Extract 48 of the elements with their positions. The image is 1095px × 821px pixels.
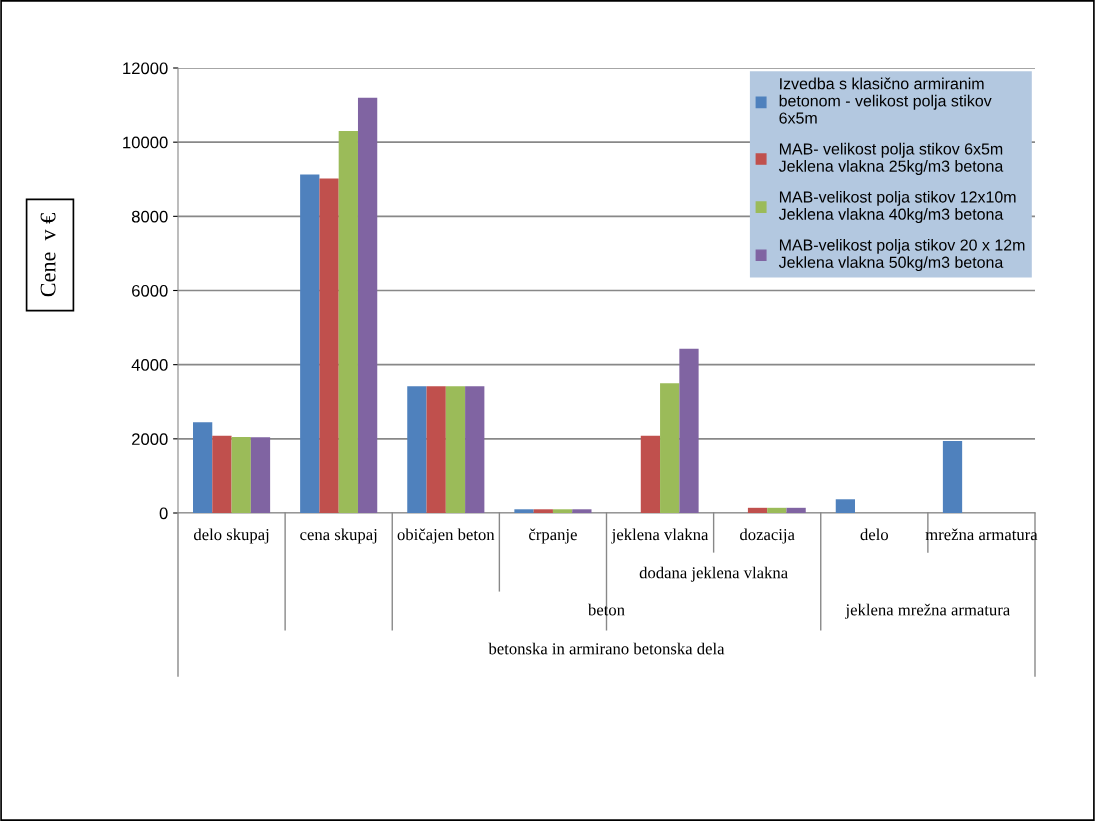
bar: [835, 499, 856, 513]
bar: [300, 174, 320, 513]
bar: [640, 435, 661, 513]
y-tick-label: 0: [159, 507, 168, 520]
bar: [193, 422, 213, 513]
bar: [426, 386, 446, 513]
x-tick-label: dozacija: [740, 528, 795, 544]
legend-label: MAB-velikost polja stikov 12x10m Jeklena vlakna 40kg/m3 betona: [778, 190, 1016, 224]
bar: [357, 97, 378, 513]
text: dodana jeklena vlakna: [639, 566, 788, 582]
bar: [747, 507, 768, 513]
bar: [572, 509, 592, 513]
text: jeklena mrežna armatura: [845, 603, 1010, 619]
bar: [407, 386, 427, 513]
bar: [942, 441, 963, 513]
bar: [660, 383, 680, 513]
y-tick-label: 8000: [131, 210, 168, 223]
bar: [786, 507, 806, 513]
x-tick-label: delo: [860, 528, 889, 541]
legend-label: Izvedba s klasično armiranim betonom - velikost polja stikov 6x5m: [779, 77, 992, 124]
legend-label: MAB- velikost polja stikov 6x5m Jeklena vlakna 25kg/m3 betona: [778, 142, 1004, 175]
bar: [445, 386, 466, 513]
y-tick-label: 10000: [123, 136, 168, 149]
bar: [767, 507, 787, 513]
x-tick-label: cena skupaj: [300, 528, 377, 544]
y-axis-title: Cene v €: [40, 213, 56, 297]
y-tick-label: 2000: [132, 433, 168, 446]
x-tick-label: delo skupaj: [193, 528, 269, 544]
bar: [338, 131, 358, 513]
bar: [514, 509, 534, 513]
x-tick-label: mrežna armatura: [925, 528, 1038, 541]
bar: [319, 178, 339, 513]
y-tick-label: 6000: [132, 284, 168, 297]
text: beton: [587, 603, 625, 616]
bar: [679, 348, 699, 513]
bar: [552, 509, 573, 513]
bar: [533, 509, 553, 513]
bar: [250, 437, 271, 513]
x-tick-label: črpanje: [529, 528, 577, 544]
y-tick-label: 4000: [131, 359, 168, 371]
text: betonska in armirano betonska dela: [488, 642, 725, 655]
legend-label: MAB-velikost polja stikov 20 x 12m Jeklena vlakna 50kg/m3 betona: [778, 238, 1025, 272]
x-tick-label: običajen beton: [397, 528, 495, 544]
bar: [212, 435, 232, 513]
bar: [465, 386, 485, 513]
bar: [231, 436, 251, 513]
y-tick-label: 12000: [123, 62, 168, 75]
x-tick-label: jeklena vlakna: [611, 528, 709, 544]
